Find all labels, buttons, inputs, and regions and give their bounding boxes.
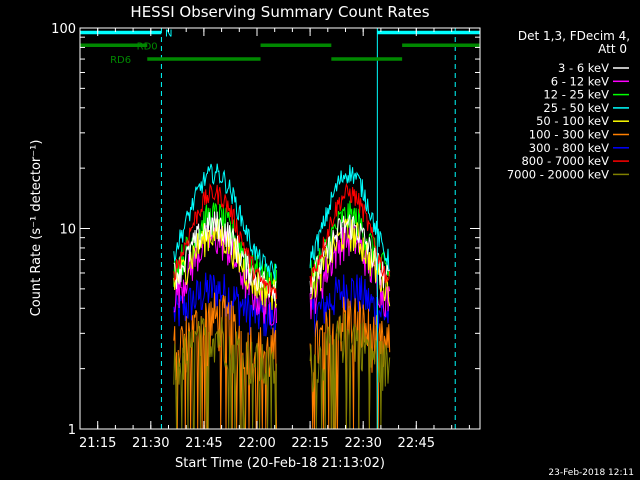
chart-title: HESSI Observing Summary Count Rates	[130, 3, 429, 21]
y-tick-label-2: 100	[51, 22, 76, 37]
x-tick-label-4: 22:15	[291, 436, 328, 451]
axes-layer: 21:15 21:30 21:45 22:00 22:15 22:30 22:45 1 10 10…	[51, 22, 480, 451]
legend-label-4: 50 - 100 keV	[536, 114, 609, 128]
series-line-7	[173, 182, 391, 300]
legend-label-0: 3 - 6 keV	[558, 61, 609, 75]
x-tick-label-5: 22:30	[344, 436, 381, 451]
legend-header-line-2: Att 0	[598, 42, 627, 56]
y-axis-label: Count Rate (s⁻¹ detector⁻¹)	[29, 140, 44, 317]
y-tick-label-1: 10	[59, 223, 76, 238]
flag-label-1: RD0	[137, 41, 158, 52]
series-line-3	[173, 163, 391, 280]
legend-label-3: 25 - 50 keV	[543, 101, 609, 115]
y-tick-label-0: 1	[68, 423, 76, 438]
legend-label-8: 7000 - 20000 keV	[507, 167, 609, 181]
x-tick-label-2: 21:45	[185, 436, 222, 451]
x-tick-label-3: 22:00	[238, 436, 275, 451]
legend-label-5: 100 - 300 keV	[529, 128, 609, 142]
data-layer	[173, 163, 391, 430]
legend-header-line-1: Det 1,3, FDecim 4,	[518, 29, 630, 43]
x-tick-label-1: 21:30	[132, 436, 169, 451]
x-axis-label: Start Time (20-Feb-18 21:13:02)	[175, 456, 385, 471]
legend-label-2: 12 - 25 keV	[543, 88, 609, 102]
legend-label-1: 6 - 12 keV	[551, 74, 609, 88]
flag-label-0: N	[165, 28, 172, 39]
footer-date: 23-Feb-2018 12:11	[548, 468, 634, 478]
flag-label-2: RD6	[110, 55, 131, 66]
x-tick-label-6: 22:45	[398, 436, 435, 451]
legend-label-7: 800 - 7000 keV	[521, 154, 609, 168]
legend-label-6: 300 - 800 keV	[529, 141, 609, 155]
x-tick-label-0: 21:15	[79, 436, 116, 451]
